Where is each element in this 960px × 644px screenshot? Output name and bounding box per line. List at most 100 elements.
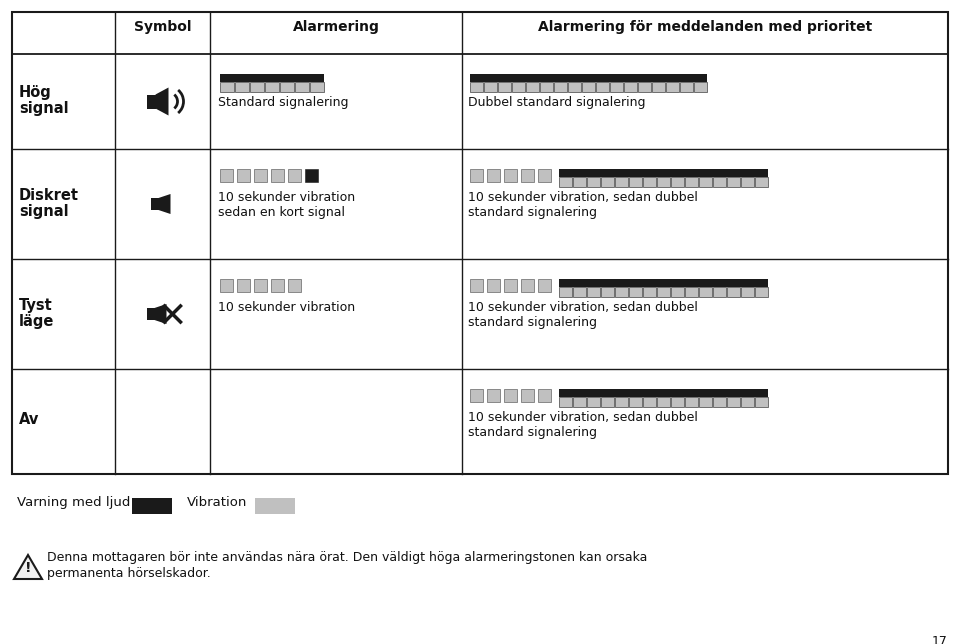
Bar: [487, 279, 500, 292]
Bar: [713, 177, 726, 187]
Bar: [235, 82, 249, 92]
Text: 10 sekunder vibration
sedan en kort signal: 10 sekunder vibration sedan en kort sign…: [218, 191, 355, 219]
Polygon shape: [158, 194, 171, 214]
Bar: [685, 177, 698, 187]
Bar: [559, 397, 572, 407]
Text: Alarmering för meddelanden med prioritet: Alarmering för meddelanden med prioritet: [538, 20, 872, 34]
Bar: [685, 397, 698, 407]
Bar: [559, 389, 768, 397]
Bar: [540, 82, 553, 92]
Text: Vibration: Vibration: [187, 496, 248, 509]
Bar: [657, 177, 670, 187]
Bar: [271, 279, 284, 292]
Bar: [132, 498, 172, 514]
Bar: [671, 177, 684, 187]
Text: Diskret: Diskret: [19, 187, 79, 202]
Bar: [254, 279, 267, 292]
Text: Alarmering: Alarmering: [293, 20, 379, 34]
Bar: [538, 169, 551, 182]
Bar: [629, 177, 642, 187]
Text: permanenta hörselskador.: permanenta hörselskador.: [47, 567, 211, 580]
Bar: [657, 287, 670, 297]
Bar: [666, 82, 679, 92]
Bar: [699, 177, 712, 187]
Bar: [601, 177, 614, 187]
Bar: [699, 397, 712, 407]
Bar: [685, 287, 698, 297]
Text: Hög: Hög: [19, 85, 52, 100]
Bar: [220, 169, 233, 182]
Polygon shape: [155, 304, 166, 324]
Bar: [470, 169, 483, 182]
Bar: [755, 397, 768, 407]
Bar: [295, 82, 309, 92]
Text: Varning med ljud: Varning med ljud: [17, 496, 131, 509]
Bar: [638, 82, 651, 92]
Bar: [559, 279, 768, 287]
Bar: [741, 287, 754, 297]
Bar: [147, 95, 156, 108]
Bar: [573, 397, 586, 407]
Bar: [610, 82, 623, 92]
Bar: [629, 397, 642, 407]
Bar: [601, 287, 614, 297]
Bar: [741, 397, 754, 407]
Bar: [151, 198, 158, 210]
Polygon shape: [14, 555, 42, 579]
Bar: [12, 12, 948, 474]
Text: 17: 17: [932, 635, 948, 644]
Bar: [652, 82, 665, 92]
Bar: [615, 177, 628, 187]
Bar: [237, 169, 250, 182]
Text: Standard signalering: Standard signalering: [218, 96, 348, 109]
Text: 10 sekunder vibration, sedan dubbel
standard signalering: 10 sekunder vibration, sedan dubbel stan…: [468, 191, 698, 219]
Bar: [554, 82, 567, 92]
Bar: [629, 287, 642, 297]
Bar: [538, 389, 551, 402]
Text: Av: Av: [19, 412, 39, 427]
Text: Denna mottagaren bör inte användas nära örat. Den väldigt höga alarmeringstonen : Denna mottagaren bör inte användas nära …: [47, 551, 647, 564]
Bar: [220, 279, 233, 292]
Bar: [521, 389, 534, 402]
Text: läge: läge: [19, 314, 55, 328]
Bar: [713, 397, 726, 407]
Text: Tyst: Tyst: [19, 298, 53, 312]
Bar: [643, 177, 656, 187]
Bar: [265, 82, 279, 92]
Bar: [288, 279, 301, 292]
Bar: [271, 169, 284, 182]
Bar: [559, 287, 572, 297]
Bar: [220, 82, 234, 92]
Bar: [755, 177, 768, 187]
Bar: [470, 389, 483, 402]
Bar: [280, 82, 294, 92]
Bar: [694, 82, 707, 92]
Bar: [487, 169, 500, 182]
Bar: [305, 169, 318, 182]
Bar: [498, 82, 511, 92]
Bar: [657, 397, 670, 407]
Bar: [568, 82, 581, 92]
Bar: [255, 498, 295, 514]
Bar: [582, 82, 595, 92]
Bar: [484, 82, 497, 92]
Bar: [615, 397, 628, 407]
Bar: [288, 169, 301, 182]
Bar: [624, 82, 637, 92]
Bar: [741, 177, 754, 187]
Bar: [237, 279, 250, 292]
Bar: [504, 389, 517, 402]
Bar: [713, 287, 726, 297]
Bar: [521, 169, 534, 182]
Bar: [587, 177, 600, 187]
Bar: [727, 397, 740, 407]
Text: 10 sekunder vibration, sedan dubbel
standard signalering: 10 sekunder vibration, sedan dubbel stan…: [468, 301, 698, 329]
Bar: [587, 397, 600, 407]
Bar: [521, 279, 534, 292]
Bar: [254, 169, 267, 182]
Bar: [250, 82, 264, 92]
Bar: [596, 82, 609, 92]
Text: !: !: [25, 561, 32, 575]
Bar: [538, 279, 551, 292]
Bar: [470, 74, 707, 82]
